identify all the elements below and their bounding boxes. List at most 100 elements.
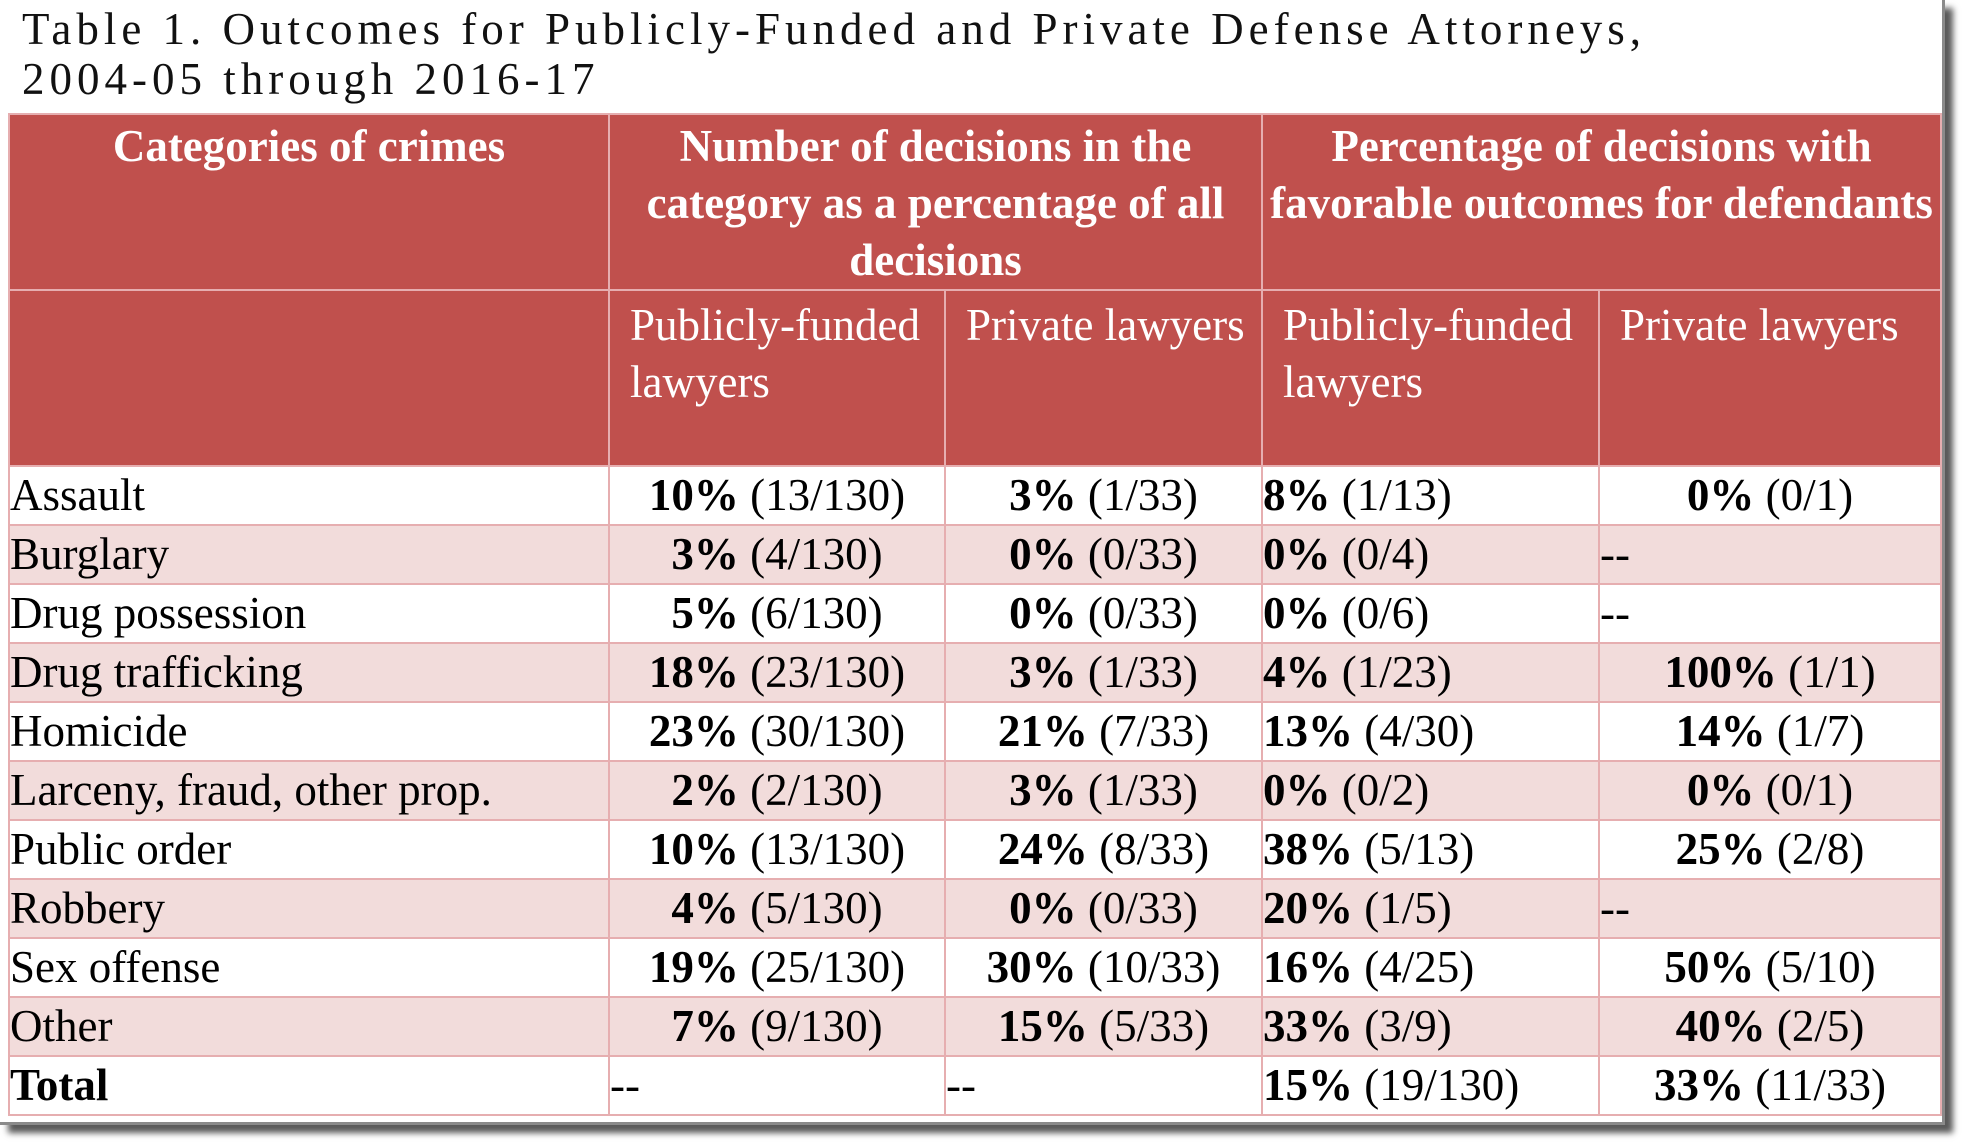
cell-share-private: 0% (0/33): [943, 524, 1264, 585]
fraction-value: --: [1600, 529, 1630, 579]
fraction-value: (8/33): [1099, 824, 1210, 874]
percent-value: 8%: [1263, 470, 1331, 520]
header-row-subgroups: Publicly-funded lawyers Private lawyers …: [8, 289, 1942, 467]
percent-value: 0%: [1263, 765, 1331, 815]
cell-favorable-private: 0% (0/1): [1598, 760, 1942, 821]
percent-value: 15%: [1263, 1060, 1354, 1110]
fraction-value: (1/13): [1341, 470, 1452, 520]
fraction-value: (1/7): [1776, 706, 1865, 756]
fraction-value: (2/5): [1776, 1001, 1865, 1051]
header-categories: Categories of crimes: [8, 113, 610, 291]
total-row: Total -- -- 15% (19/130) 33% (11/33): [8, 1055, 1942, 1116]
cell-favorable-private: 25% (2/8): [1598, 819, 1942, 880]
fraction-value: (1/23): [1341, 647, 1452, 697]
header-row-groups: Categories of crimes Number of decisions…: [8, 113, 1942, 291]
cell-favorable-public: 13% (4/30): [1261, 701, 1601, 762]
fraction-value: (5/13): [1364, 824, 1475, 874]
table-row: Assault 10% (13/130) 3% (1/33) 8% (1/13) 0% …: [8, 465, 1942, 526]
cell-category: Robbery: [8, 878, 610, 939]
cell-category: Sex offense: [8, 937, 610, 998]
cell-category: Assault: [8, 465, 610, 526]
cell-share-private: 15% (5/33): [943, 996, 1264, 1057]
cell-category: Larceny, fraud, other prop.: [8, 760, 610, 821]
cell-share-private: 24% (8/33): [943, 819, 1264, 880]
header-share-private: Private lawyers: [943, 289, 1264, 467]
table-row: Homicide 23% (30/130) 21% (7/33) 13% (4/30)…: [8, 701, 1942, 762]
table-caption: Table 1. Outcomes for Publicly-Funded an…: [22, 4, 1922, 104]
percent-value: 10%: [648, 824, 739, 874]
percent-value: 0%: [1009, 529, 1077, 579]
percent-value: 21%: [997, 706, 1088, 756]
cell-category: Drug trafficking: [8, 642, 610, 703]
fraction-value: (13/130): [750, 824, 906, 874]
cell-share-private: 30% (10/33): [943, 937, 1264, 998]
cell-share-private: --: [943, 1055, 1264, 1116]
percent-value: 4%: [671, 883, 739, 933]
cell-share-public: 7% (9/130): [608, 996, 946, 1057]
header-favorable-private: Private lawyers: [1598, 289, 1942, 467]
fraction-value: (4/130): [750, 529, 883, 579]
fraction-value: (5/130): [750, 883, 883, 933]
table-row: Larceny, fraud, other prop. 2% (2/130) 3% …: [8, 760, 1942, 821]
percent-value: 15%: [997, 1001, 1088, 1051]
cell-share-private: 3% (1/33): [943, 760, 1264, 821]
caption-line-1: Table 1. Outcomes for Publicly-Funded an…: [22, 4, 1647, 54]
percent-value: 2%: [671, 765, 739, 815]
fraction-value: (1/33): [1087, 470, 1198, 520]
percent-value: 30%: [986, 942, 1077, 992]
percent-value: 0%: [1009, 883, 1077, 933]
percent-value: 3%: [671, 529, 739, 579]
fraction-value: (0/33): [1087, 529, 1198, 579]
cell-favorable-public: 0% (0/4): [1261, 524, 1601, 585]
percent-value: 19%: [648, 942, 739, 992]
table-row: Public order 10% (13/130) 24% (8/33) 38% (5…: [8, 819, 1942, 880]
fraction-value: (0/1): [1765, 765, 1854, 815]
fraction-value: (10/33): [1087, 942, 1221, 992]
percent-value: 40%: [1675, 1001, 1766, 1051]
cell-favorable-private: 0% (0/1): [1598, 465, 1942, 526]
fraction-value: (0/2): [1341, 765, 1430, 815]
cell-share-private: 0% (0/33): [943, 583, 1264, 644]
cell-category: Homicide: [8, 701, 610, 762]
percent-value: 13%: [1263, 706, 1354, 756]
percent-value: 33%: [1653, 1060, 1744, 1110]
cell-share-public: 5% (6/130): [608, 583, 946, 644]
percent-value: 50%: [1664, 942, 1755, 992]
cell-favorable-private: 40% (2/5): [1598, 996, 1942, 1057]
fraction-value: --: [1600, 588, 1630, 638]
cell-share-private: 3% (1/33): [943, 642, 1264, 703]
fraction-value: (0/6): [1341, 588, 1430, 638]
cell-favorable-private: 100% (1/1): [1598, 642, 1942, 703]
cell-favorable-public: 33% (3/9): [1261, 996, 1601, 1057]
percent-value: 16%: [1263, 942, 1354, 992]
fraction-value: (13/130): [750, 470, 906, 520]
fraction-value: (1/5): [1364, 883, 1452, 933]
cell-favorable-public: 0% (0/6): [1261, 583, 1601, 644]
fraction-value: (25/130): [750, 942, 906, 992]
caption-line-2: 2004-05 through 2016-17: [22, 54, 600, 104]
cell-share-public: 4% (5/130): [608, 878, 946, 939]
percent-value: 38%: [1263, 824, 1354, 874]
cell-favorable-private: 33% (11/33): [1598, 1055, 1942, 1116]
fraction-value: (1/1): [1788, 647, 1876, 697]
cell-favorable-private: 50% (5/10): [1598, 937, 1942, 998]
fraction-value: (23/130): [750, 647, 906, 697]
fraction-value: --: [946, 1060, 976, 1110]
cell-favorable-private: --: [1598, 524, 1942, 585]
cell-favorable-public: 4% (1/23): [1261, 642, 1601, 703]
percent-value: 100%: [1664, 647, 1777, 697]
header-blank-cell: [8, 289, 610, 467]
cell-category: Burglary: [8, 524, 610, 585]
table-row: Drug possession 5% (6/130) 0% (0/33) 0% (0/…: [8, 583, 1942, 644]
table-frame: Table 1. Outcomes for Publicly-Funded an…: [0, 0, 1945, 1125]
fraction-value: (2/130): [750, 765, 883, 815]
fraction-value: --: [1600, 883, 1630, 933]
percent-value: 24%: [997, 824, 1088, 874]
cell-share-public: 2% (2/130): [608, 760, 946, 821]
cell-share-public: 10% (13/130): [608, 819, 946, 880]
cell-favorable-public: 38% (5/13): [1261, 819, 1601, 880]
header-share-public: Publicly-funded lawyers: [608, 289, 946, 467]
cell-share-private: 3% (1/33): [943, 465, 1264, 526]
header-share-of-decisions: Number of decisions in the category as a…: [607, 113, 1264, 291]
percent-value: 10%: [648, 470, 739, 520]
